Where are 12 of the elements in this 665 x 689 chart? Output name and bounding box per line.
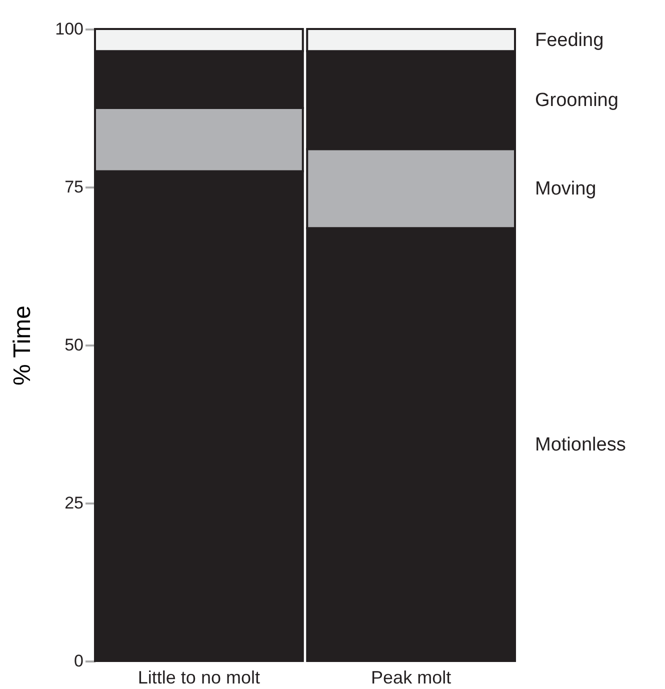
x-tick-label: Little to no molt — [138, 668, 260, 688]
y-tick-label: 75 — [64, 178, 84, 196]
y-axis-title: % Time — [9, 305, 36, 386]
x-tick-label: Peak molt — [371, 668, 452, 688]
y-tick-label: 25 — [64, 494, 84, 512]
series-label: Moving — [535, 178, 596, 200]
series-label: Motionless — [535, 434, 626, 456]
y-tick-label: 0 — [74, 652, 84, 670]
y-tick-label: 100 — [55, 20, 84, 38]
y-tick-label: 50 — [64, 336, 84, 354]
series-label: Feeding — [535, 30, 604, 52]
series-label: Grooming — [535, 90, 618, 112]
